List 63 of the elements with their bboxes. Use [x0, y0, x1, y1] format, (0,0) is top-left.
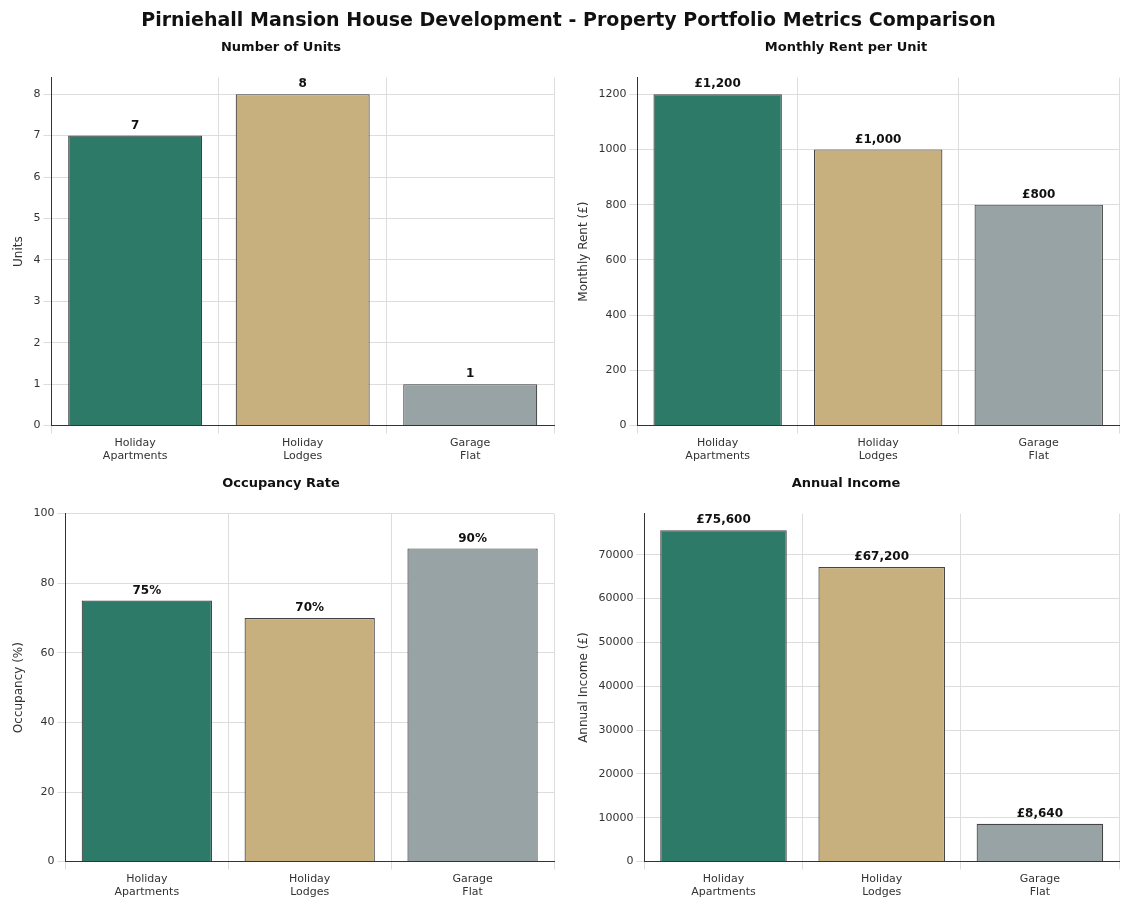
y-tick-label: 5 [33, 211, 41, 225]
y-axis-title: Monthly Rent (£) [576, 201, 591, 302]
y-tick-label: 7 [33, 128, 41, 142]
y-tick-label: 4 [33, 252, 41, 266]
data-label: 1 [466, 366, 475, 381]
y-tick-label: 30000 [598, 722, 634, 736]
chart-title: Monthly Rent per Unit [764, 39, 928, 55]
data-label: 8 [298, 76, 307, 91]
data-label: 70% [295, 600, 325, 615]
x-tick-label: Holiday Lodges [289, 872, 331, 899]
y-axis-title: Annual Income (£) [576, 632, 591, 743]
y-tick-label: 600 [605, 252, 627, 266]
y-tick-label: 50000 [598, 635, 634, 649]
data-label: £800 [1022, 186, 1056, 201]
x-tick-label: Holiday Apartments [685, 436, 751, 463]
y-tick-label: 3 [33, 294, 41, 308]
data-label: 90% [458, 530, 487, 545]
y-tick-label: 200 [605, 363, 627, 377]
y-tick-label: 1 [33, 377, 41, 391]
data-label: £67,200 [854, 549, 910, 564]
x-tick-label: Garage Flat [450, 436, 491, 463]
x-tick-label: Holiday Apartments [102, 436, 168, 463]
chart-title: Occupancy Rate [222, 475, 340, 491]
data-label: £75,600 [696, 512, 751, 527]
x-tick-label: Garage Flat [1019, 872, 1061, 899]
x-tick-label: Holiday Apartments [114, 872, 180, 899]
y-tick-label: 0 [33, 418, 41, 432]
y-tick-label: 8 [33, 87, 41, 101]
x-tick-label: Garage Flat [1018, 436, 1060, 463]
y-tick-label: 60000 [598, 591, 634, 605]
y-tick-label: 6 [33, 169, 41, 183]
y-tick-label: 2 [33, 335, 41, 349]
data-label: £1,200 [694, 76, 741, 91]
text: Pirniehall Mansion House Development - Property Portfolio Metrics Comparison [140, 8, 997, 32]
data-label: £1,000 [855, 131, 902, 146]
y-tick-label: 20000 [598, 766, 634, 780]
data-label: £8,640 [1016, 805, 1064, 820]
y-tick-label: 0 [619, 418, 627, 432]
y-tick-label: 800 [605, 197, 627, 211]
data-label: 7 [130, 117, 140, 132]
y-tick-label: 10000 [598, 810, 634, 824]
y-tick-label: 70000 [598, 547, 634, 561]
data-label: 75% [132, 582, 162, 597]
y-tick-label: 0 [626, 854, 634, 868]
y-tick-label: 1000 [598, 142, 627, 156]
y-axis-title: Occupancy (%) [11, 642, 26, 734]
y-tick-label: 400 [605, 307, 627, 321]
y-tick-label: 20 [40, 784, 55, 798]
y-tick-label: 60 [40, 645, 55, 659]
x-tick-label: Garage Flat [452, 872, 493, 899]
x-tick-label: Holiday Apartments [691, 872, 757, 899]
y-tick-label: 80 [40, 576, 55, 590]
y-axis-title: Units [11, 236, 26, 267]
x-tick-label: Holiday Lodges [861, 872, 903, 899]
chart-title: Number of Units [220, 39, 342, 55]
y-tick-label: 100 [33, 506, 55, 520]
x-tick-label: Holiday Lodges [857, 436, 900, 463]
y-tick-label: 40 [40, 715, 55, 729]
y-tick-label: 1200 [598, 87, 627, 101]
chart-title: Annual Income [791, 475, 901, 491]
x-tick-label: Holiday Lodges [282, 436, 324, 463]
y-tick-label: 0 [47, 854, 55, 868]
y-tick-label: 40000 [598, 679, 634, 693]
